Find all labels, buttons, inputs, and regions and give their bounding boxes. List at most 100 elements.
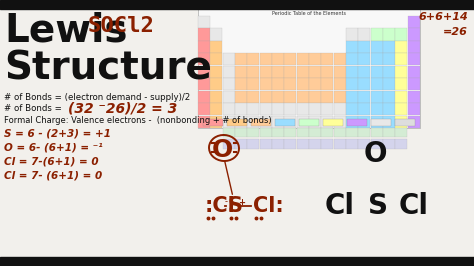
Bar — [395, 66, 407, 78]
Bar — [383, 139, 395, 148]
Bar — [210, 78, 222, 90]
Bar — [227, 119, 247, 126]
Bar — [383, 115, 395, 128]
Bar — [309, 78, 321, 90]
Bar — [272, 139, 284, 148]
Bar — [371, 91, 383, 103]
Bar — [260, 53, 272, 65]
Bar — [346, 91, 358, 103]
Bar — [260, 78, 272, 90]
Bar — [408, 103, 419, 115]
Bar — [247, 78, 259, 90]
Bar — [198, 66, 210, 78]
Bar — [275, 119, 295, 126]
Bar — [371, 66, 383, 78]
Bar — [210, 91, 222, 103]
Text: Cl: Cl — [399, 192, 429, 220]
Bar — [297, 91, 309, 103]
Bar — [346, 115, 358, 128]
Bar — [383, 128, 395, 137]
Bar — [223, 139, 235, 148]
Bar — [371, 78, 383, 90]
Bar — [0, 257, 474, 266]
Bar — [346, 139, 358, 148]
Bar — [284, 139, 296, 148]
Bar — [247, 91, 259, 103]
Bar — [203, 119, 223, 126]
Text: S: S — [228, 196, 243, 216]
Bar — [198, 53, 210, 65]
Bar — [334, 66, 346, 78]
Bar — [346, 41, 358, 53]
Bar — [358, 139, 370, 148]
Bar — [371, 115, 383, 128]
Bar — [223, 53, 235, 65]
Bar — [284, 103, 296, 115]
Bar — [235, 103, 247, 115]
Bar — [297, 53, 309, 65]
Text: Cl = 7- (6+1) = 0: Cl = 7- (6+1) = 0 — [4, 170, 102, 180]
Text: S: S — [368, 192, 388, 220]
Bar — [309, 115, 321, 128]
Bar — [395, 115, 407, 128]
Bar — [358, 78, 370, 90]
Bar — [210, 28, 222, 41]
Bar — [198, 78, 210, 90]
Bar — [395, 139, 407, 148]
Bar — [297, 139, 309, 148]
Text: O: O — [363, 140, 387, 168]
Bar — [210, 41, 222, 53]
Bar — [309, 66, 321, 78]
Bar — [260, 128, 272, 137]
Bar — [321, 128, 333, 137]
Bar — [395, 128, 407, 137]
Bar — [321, 66, 333, 78]
Text: # of Bonds = (electron demand - supply)/2: # of Bonds = (electron demand - supply)/… — [4, 93, 190, 102]
Bar — [198, 16, 210, 28]
Bar — [297, 103, 309, 115]
Bar — [334, 78, 346, 90]
Bar — [408, 66, 419, 78]
Bar — [346, 66, 358, 78]
Text: # of Bonds =: # of Bonds = — [4, 104, 62, 113]
Text: :Cl: :Cl — [205, 196, 236, 216]
Bar — [408, 53, 419, 65]
Text: -: - — [225, 197, 228, 206]
Bar — [395, 103, 407, 115]
Bar — [346, 28, 358, 41]
Bar — [383, 53, 395, 65]
Bar — [358, 103, 370, 115]
Bar — [371, 41, 383, 53]
Text: =26: =26 — [443, 27, 468, 37]
Bar — [272, 66, 284, 78]
Bar — [395, 28, 407, 41]
Bar — [321, 115, 333, 128]
Bar — [223, 103, 235, 115]
Bar — [309, 91, 321, 103]
Bar — [297, 78, 309, 90]
Bar — [323, 119, 343, 126]
Text: (32 ⁻26)/2 = 3: (32 ⁻26)/2 = 3 — [68, 101, 177, 115]
Bar — [272, 91, 284, 103]
Text: Lewis: Lewis — [4, 12, 128, 50]
Bar — [198, 41, 210, 53]
Bar — [235, 139, 247, 148]
Bar — [371, 53, 383, 65]
Bar — [247, 139, 259, 148]
Bar — [272, 53, 284, 65]
Bar — [210, 53, 222, 65]
Bar — [358, 28, 370, 41]
Text: S = 6 - (2+3) = +1: S = 6 - (2+3) = +1 — [4, 128, 111, 138]
Bar — [408, 28, 419, 41]
Bar — [408, 41, 419, 53]
Bar — [395, 91, 407, 103]
Bar — [334, 53, 346, 65]
Bar — [408, 78, 419, 90]
Bar — [383, 41, 395, 53]
Bar — [247, 103, 259, 115]
Bar — [321, 139, 333, 148]
Bar — [358, 66, 370, 78]
Bar — [247, 115, 259, 128]
Bar — [371, 119, 391, 126]
Bar — [284, 115, 296, 128]
